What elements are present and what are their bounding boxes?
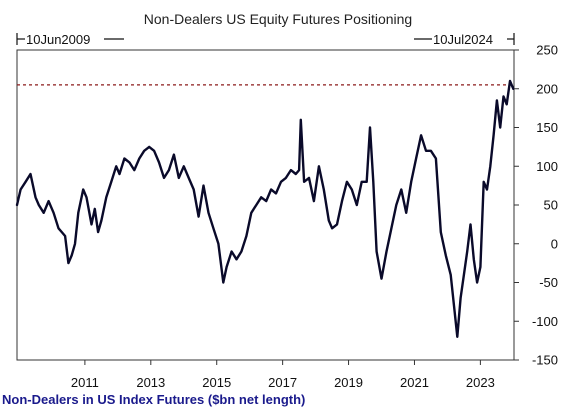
y-tick-label: 150 bbox=[536, 120, 558, 135]
x-tick-label: 2011 bbox=[71, 375, 99, 390]
plot-area bbox=[16, 49, 515, 361]
x-tick-label: 2013 bbox=[136, 375, 165, 390]
series-line bbox=[15, 79, 515, 338]
x-tick-label: 2015 bbox=[202, 375, 231, 390]
x-tick-label: 2021 bbox=[400, 375, 429, 390]
x-tick-label: 2017 bbox=[268, 375, 297, 390]
y-tick-label: -50 bbox=[539, 275, 558, 290]
y-axis: 250 200 150 100 50 0 -50 -100 -150 bbox=[514, 43, 558, 368]
footer-label: Non-Dealers in US Index Futures ($bn net… bbox=[2, 392, 305, 407]
series-line-group bbox=[15, 79, 515, 338]
y-tick-label: 250 bbox=[536, 43, 558, 58]
range-start-label: 10Jun2009 bbox=[26, 32, 90, 47]
x-tick-label: 2023 bbox=[466, 375, 495, 390]
y-tick-label: 200 bbox=[536, 81, 558, 96]
range-end-label: 10Jul2024 bbox=[433, 32, 493, 47]
y-tick-label: 50 bbox=[544, 198, 558, 213]
x-tick-label: 2019 bbox=[334, 375, 363, 390]
date-range-bracket: 10Jun2009 10Jul2024 bbox=[16, 32, 515, 47]
y-tick-label: -150 bbox=[532, 353, 558, 368]
y-tick-label: 0 bbox=[551, 236, 558, 251]
y-tick-label: 100 bbox=[536, 159, 558, 174]
x-axis: 2011 2013 2015 2017 2019 2021 2023 bbox=[71, 360, 495, 390]
chart-title: Non-Dealers US Equity Futures Positionin… bbox=[144, 11, 412, 27]
y-tick-label: -100 bbox=[532, 314, 558, 329]
